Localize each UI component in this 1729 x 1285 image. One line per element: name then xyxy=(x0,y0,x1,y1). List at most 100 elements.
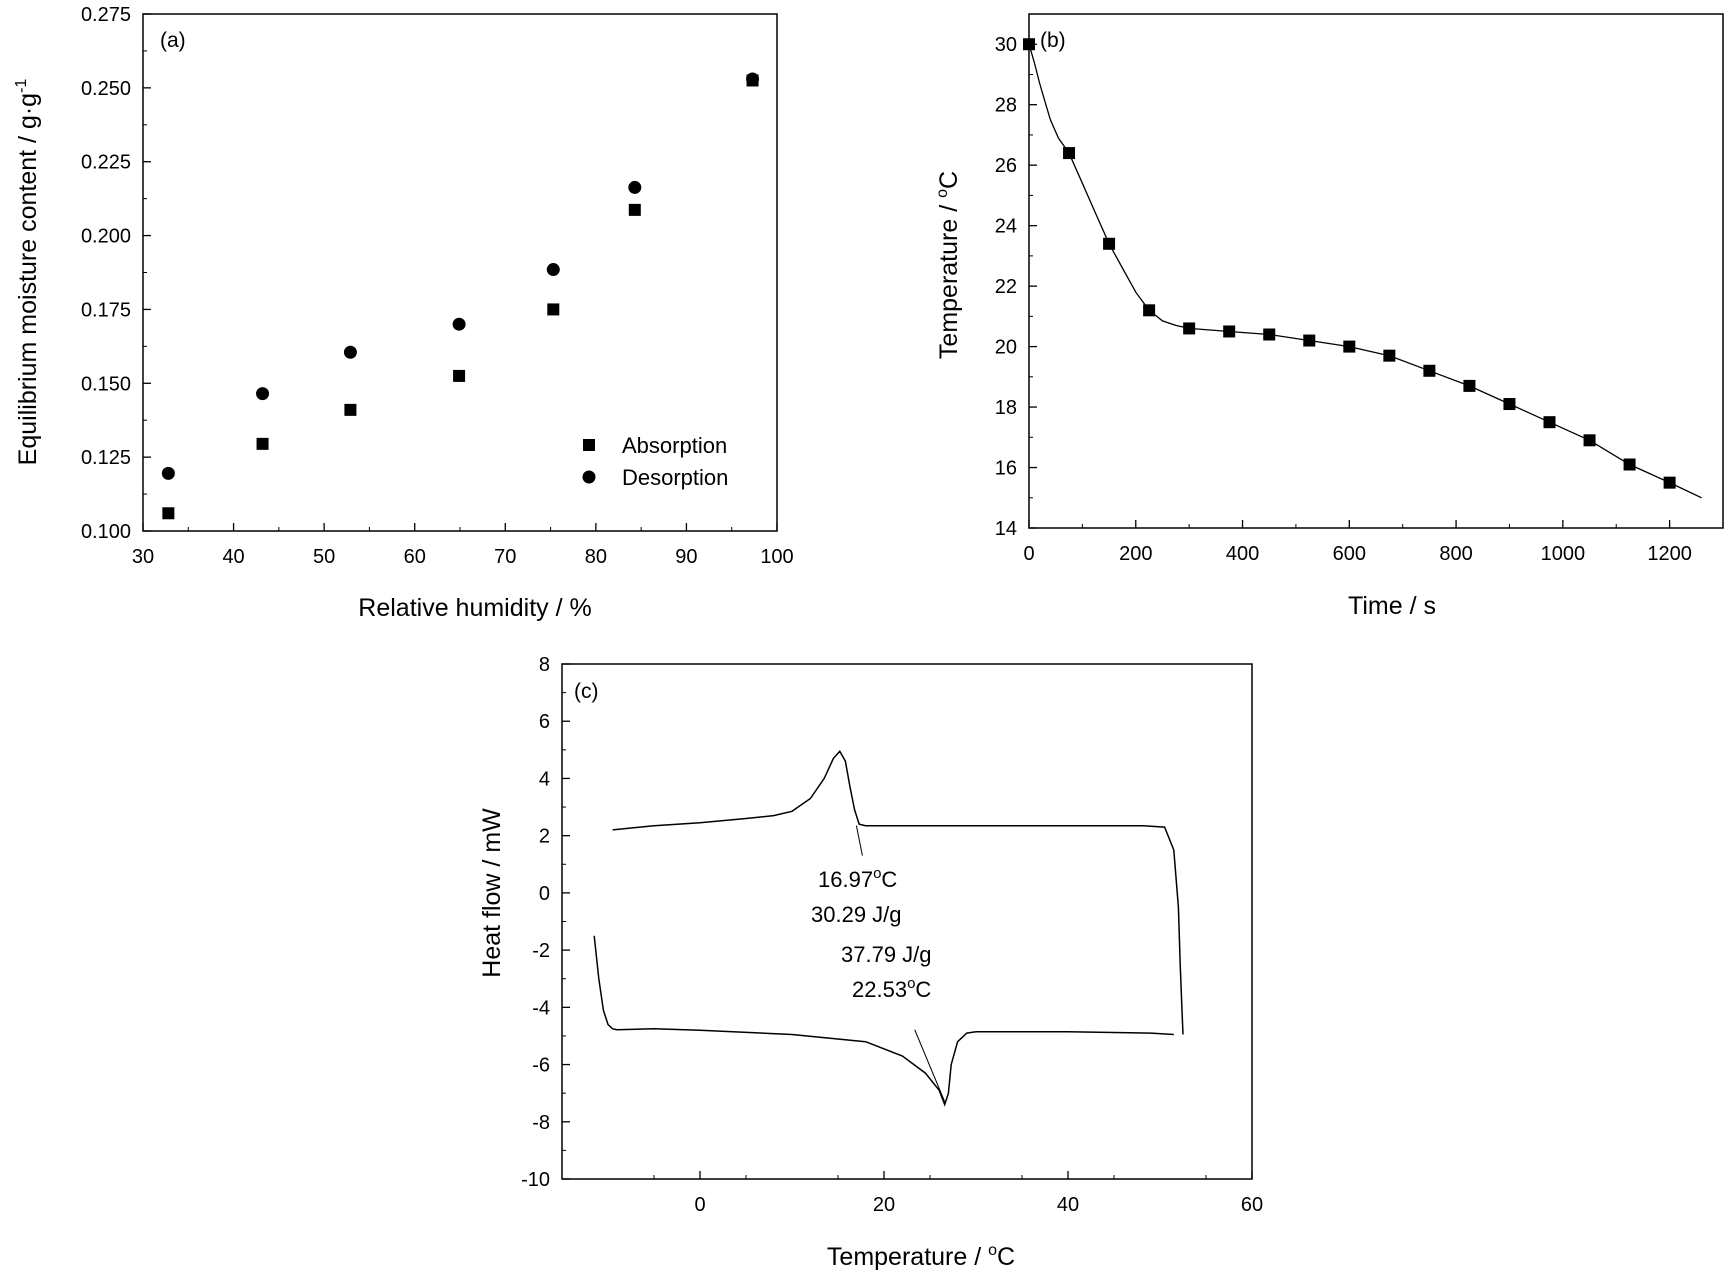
legend-marker-absorption xyxy=(583,439,595,451)
x-axis-label-a: Relative humidity / % xyxy=(358,594,591,622)
y-tick-label-c: 4 xyxy=(539,768,550,790)
y-axis-label-b-sup: o xyxy=(934,189,951,198)
temperature-point xyxy=(1423,364,1436,377)
y-tick-label-b: 28 xyxy=(995,95,1017,117)
temperature-point xyxy=(1263,328,1276,341)
marks-b xyxy=(1023,38,1702,499)
axes-c: -10 -8 -6 -4 -2 0 2 4 6 8 0 20 40 60 xyxy=(521,654,1263,1216)
temperature-point xyxy=(1063,147,1076,160)
x-axis-label-c: Temperature / oC xyxy=(827,1242,1015,1271)
annotation-cooling-temp-main: 16.97 xyxy=(818,867,873,892)
temperature-point xyxy=(1303,334,1316,347)
desorption-point xyxy=(256,387,270,401)
y-tick-label-c: 6 xyxy=(539,711,550,733)
x-tick-label-b: 0 xyxy=(1023,543,1034,565)
desorption-point xyxy=(343,345,357,359)
absorption-point xyxy=(162,507,175,520)
annotation-heating-temp: 22.53oC xyxy=(852,975,931,1002)
x-tick-label-a: 90 xyxy=(675,546,697,568)
temperature-point xyxy=(1223,325,1236,338)
annotation-heating-temp-main: 22.53 xyxy=(852,977,907,1002)
absorption-point xyxy=(628,203,641,216)
x-tick-label-b: 400 xyxy=(1226,543,1259,565)
annotation-heating-temp-unit: C xyxy=(915,977,931,1002)
cooling-curve xyxy=(612,750,1184,1035)
y-tick-label-c: -6 xyxy=(532,1055,550,1077)
annotation-cooling-temp: 16.97oC xyxy=(818,865,897,892)
temperature-point xyxy=(1023,38,1035,51)
temperature-point xyxy=(1583,434,1596,447)
temperature-point xyxy=(1343,340,1356,353)
y-tick-label-c: -8 xyxy=(532,1112,550,1134)
temperature-curve xyxy=(1028,44,1702,499)
y-tick-label-b: 20 xyxy=(995,337,1017,359)
annotation-cooling-temp-unit: C xyxy=(881,867,897,892)
temperature-point xyxy=(1503,398,1516,411)
annotation-heating-enthalpy: 37.79 J/g xyxy=(841,942,932,967)
x-tick-label-b: 600 xyxy=(1333,543,1366,565)
desorption-point xyxy=(546,263,560,277)
y-axis-label-b-unit: C xyxy=(935,171,963,189)
y-tick-label-b: 16 xyxy=(995,458,1017,480)
marks-a xyxy=(161,72,760,520)
x-tick-label-c: 40 xyxy=(1057,1194,1079,1216)
y-tick-label-a: 0.200 xyxy=(81,226,131,248)
y-axis-label-a-sup: -1 xyxy=(13,79,30,93)
temperature-point xyxy=(1143,304,1156,317)
axes-b: 14 16 18 20 22 24 26 28 30 0 200 400 600 800 1000 1200 xyxy=(995,34,1724,565)
x-axis-label-c-sup: o xyxy=(988,1242,997,1259)
x-axis-label-c-main: Temperature / xyxy=(827,1243,988,1271)
legend-label-absorption: Absorption xyxy=(622,433,727,458)
x-tick-label-a: 40 xyxy=(222,546,244,568)
x-tick-label-a: 80 xyxy=(585,546,607,568)
temperature-point xyxy=(1463,379,1476,392)
y-tick-label-b: 18 xyxy=(995,397,1017,419)
x-tick-label-c: 0 xyxy=(694,1194,705,1216)
x-tick-label-a: 50 xyxy=(313,546,335,568)
y-tick-label-a: 0.150 xyxy=(81,373,131,395)
y-axis-label-a: Equilibrium moisture content / g·g-1 xyxy=(13,79,42,466)
marks-c xyxy=(593,750,1184,1107)
annotation-heating-temp-sup: o xyxy=(907,975,915,992)
y-tick-label-a: 0.175 xyxy=(81,299,131,321)
x-tick-label-b: 200 xyxy=(1119,543,1152,565)
x-tick-label-c: 20 xyxy=(873,1194,895,1216)
temperature-point xyxy=(1103,237,1116,250)
x-axis-label-b: Time / s xyxy=(1348,592,1436,620)
panel-label-c: (c) xyxy=(574,680,599,703)
annotation-leader-heating xyxy=(914,1029,946,1102)
y-tick-label-c: -10 xyxy=(521,1169,550,1191)
annotation-leader-cooling xyxy=(855,825,863,856)
y-tick-label-b: 22 xyxy=(995,276,1017,298)
heating-curve xyxy=(593,935,1174,1107)
x-tick-label-a: 30 xyxy=(132,546,154,568)
x-tick-label-b: 1200 xyxy=(1647,543,1692,565)
y-axis-label-a-main: Equilibrium moisture content / g·g xyxy=(14,93,42,465)
x-tick-label-a: 60 xyxy=(404,546,426,568)
temperature-point xyxy=(1183,322,1196,335)
desorption-point xyxy=(161,466,175,480)
y-tick-label-c: -4 xyxy=(532,997,550,1019)
annotation-cooling: 16.97oC 30.29 J/g xyxy=(811,865,902,927)
temperature-point xyxy=(1623,458,1636,471)
plot-frame-c xyxy=(561,663,1253,1180)
desorption-point xyxy=(628,180,642,194)
absorption-point xyxy=(547,303,560,316)
x-tick-label-a: 100 xyxy=(760,546,793,568)
panel-label-a: (a) xyxy=(160,29,186,52)
y-tick-label-a: 0.225 xyxy=(81,152,131,174)
y-axis-label-c: Heat flow / mW xyxy=(478,808,506,978)
annotation-cooling-enthalpy: 30.29 J/g xyxy=(811,902,902,927)
y-tick-label-b: 26 xyxy=(995,155,1017,177)
y-tick-label-c: 2 xyxy=(539,826,550,848)
legend-label-desorption: Desorption xyxy=(622,465,728,490)
y-axis-label-b-main: Temperature / xyxy=(935,198,963,359)
absorption-point xyxy=(256,437,269,450)
desorption-point xyxy=(746,72,760,86)
x-tick-label-b: 800 xyxy=(1439,543,1472,565)
absorption-point xyxy=(453,369,466,382)
x-tick-label-c: 60 xyxy=(1241,1194,1263,1216)
y-tick-label-b: 30 xyxy=(995,34,1017,56)
absorption-point xyxy=(344,403,357,416)
